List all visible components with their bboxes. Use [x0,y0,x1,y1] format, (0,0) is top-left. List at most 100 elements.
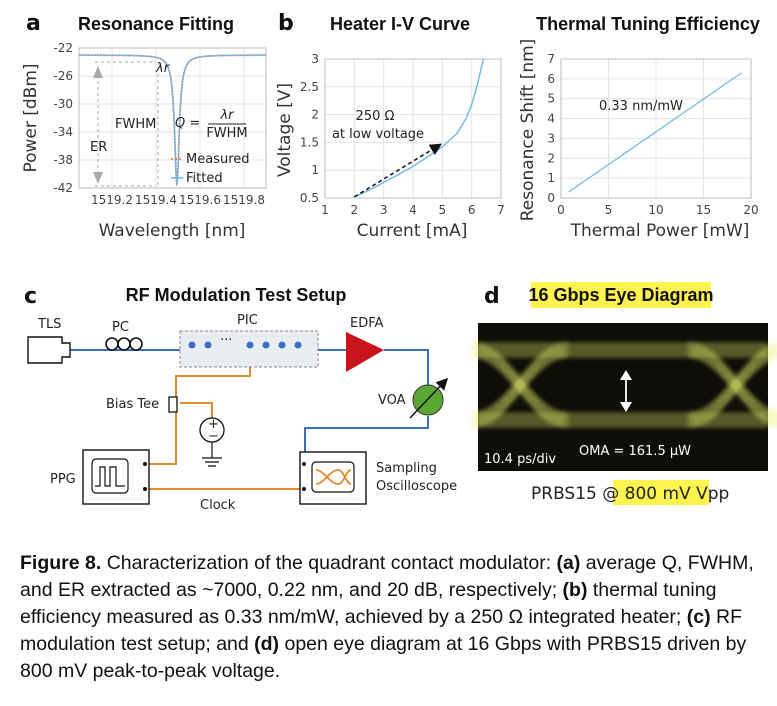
eye-rising-edge [471,350,569,423]
chart-a-ticks: 1519.2 1519.4 1519.6 1519.8 -22 -26 -30 -34 -38 -… [53,41,265,207]
er-arrow-up-head [93,66,103,78]
y-tick-label: -22 [53,41,73,55]
fiber-edfa-voa [384,349,429,385]
pc-loop-3 [129,337,143,351]
chart-b2-frame [560,58,752,199]
x-tick-label: 1519.2 [91,193,133,207]
edfa-amplifier [346,332,384,372]
edfa-label: EDFA [350,316,384,331]
x-tick-label: 7 [497,203,505,217]
eye-rising-edge [687,354,777,425]
x-tick-label: 1519.8 [223,193,265,207]
pic-pad [246,341,254,349]
chart-a-xlabel: Wavelength [nm] [99,221,246,241]
pc-loop-2 [117,337,131,351]
y-tick-label: -30 [53,97,73,111]
tls-box [27,336,71,364]
tuning-line [568,72,742,193]
x-tick-label: 1 [321,203,329,217]
legend-fitted-label: Fitted [186,171,223,186]
y-tick-label: 0 [547,191,555,205]
caption-text: open eye diagram at 16 Gbps with PRBS15 … [20,633,747,682]
y-tick-label: 2 [547,151,555,165]
pic-label: PIC [237,313,258,328]
eye-title: 16 Gbps Eye Diagram [528,285,713,305]
chart-b-ylabel: Voltage [V] [275,83,295,177]
caption-text: RF modulation test setup; and [20,606,743,655]
rf-cable-biastee-ppg [148,410,177,465]
y-tick-label: 3 [311,52,319,66]
eye-rising-edge [687,348,777,420]
pic-dots: ··· [220,333,232,348]
ppg-port [143,462,147,466]
ppg-label: PPG [50,472,76,487]
chart-b-xlabel: Current [mA] [357,221,468,241]
pic-pad [204,341,212,349]
iv-annotation-line1: 250 Ω [356,109,395,124]
oma-arrow-down [620,402,632,412]
chart-b2-ylabel: Resonance Shift [nm] [518,39,538,222]
y-tick-label: 2.5 [300,80,319,94]
panel-label-d: d [484,284,500,309]
eye-rising-edge [471,347,569,420]
caption-ref-a: (a) [556,552,581,574]
caption-ref-b: (b) [562,579,588,601]
pc-loop-1 [105,337,119,351]
scope-label-line1: Sampling [376,461,437,476]
chart-a-ylabel: Power [dBm] [21,63,41,172]
linear-fit-arrow [353,143,442,198]
y-tick-label: 2 [311,108,319,122]
lambda-r-label: λr [155,61,171,76]
eye-timescale: 10.4 ps/div [484,452,556,467]
x-tick-label: 4 [409,203,417,217]
dc-minus: − [208,429,219,444]
ppg-port [143,487,147,491]
chart-b-frame [324,58,502,199]
y-tick-label: 1 [547,171,555,185]
scope-port [302,487,306,491]
figure-canvas: a Resonance Fitting b Heater I-V Curve T… [21,11,777,513]
iv-chart: 1 2 3 4 5 6 70.511.522.53 250 Ω at low voltage… [275,52,505,241]
chart-a-grid [79,47,266,189]
pic-pad [188,341,196,349]
y-tick-label: 3 [547,131,555,145]
resonance-chart: 1519.2 1519.4 1519.6 1519.8 -22 -26 -30 -34 -38 -… [21,41,267,241]
eye-rising-edge [471,345,569,417]
iv-annotation-line2: at low voltage [332,127,424,142]
caption-text: Characterization of the quadrant contact… [101,552,557,574]
pic-pad [262,341,270,349]
legend-measured-label: Measured [186,152,250,167]
x-tick-label: 20 [743,203,758,217]
eye-rising-edge [687,351,777,423]
panel-c-title: RF Modulation Test Setup [126,285,347,305]
dc-line-biastee [180,402,213,418]
eye-traces [471,342,777,428]
panel-b-title: Heater I-V Curve [330,14,470,34]
panel-label-c: c [24,284,37,309]
dc-plus: + [208,417,219,432]
y-tick-label: -26 [53,69,73,83]
eye-pattern-icon [315,469,352,485]
panel-label-b: b [278,11,294,36]
scope-label-line2: Oscilloscope [376,479,457,494]
tls-label: TLS [37,317,61,332]
y-tick-label: 0.5 [300,191,319,205]
panel-b2-title: Thermal Tuning Efficiency [536,14,760,34]
eye-pattern-prefix: PRBS15 @ [531,484,625,504]
voltage-highlight [613,480,709,505]
caption-ref-d: (d) [254,633,280,655]
eye-rising-edge [687,343,777,414]
oma-arrow-up [620,370,632,380]
rf-setup-diagram: TLS PC PIC ··· EDFA VOA Bias Tee + − [27,313,457,513]
bias-tee [168,396,178,413]
eye-oma: OMA = 161.5 μW [579,444,691,459]
y-tick-label: 7 [547,52,555,66]
tuning-efficiency-annotation: 0.33 nm/mW [599,99,683,114]
pic-chip [179,330,319,368]
chart-a-frame [78,47,267,189]
caption-ref-c: (c) [686,606,711,628]
x-tick-label: 15 [696,203,711,217]
scope-port [302,462,306,466]
chart-b2-xlabel: Thermal Power [mW] [570,221,750,241]
y-tick-label: 6 [547,72,555,86]
